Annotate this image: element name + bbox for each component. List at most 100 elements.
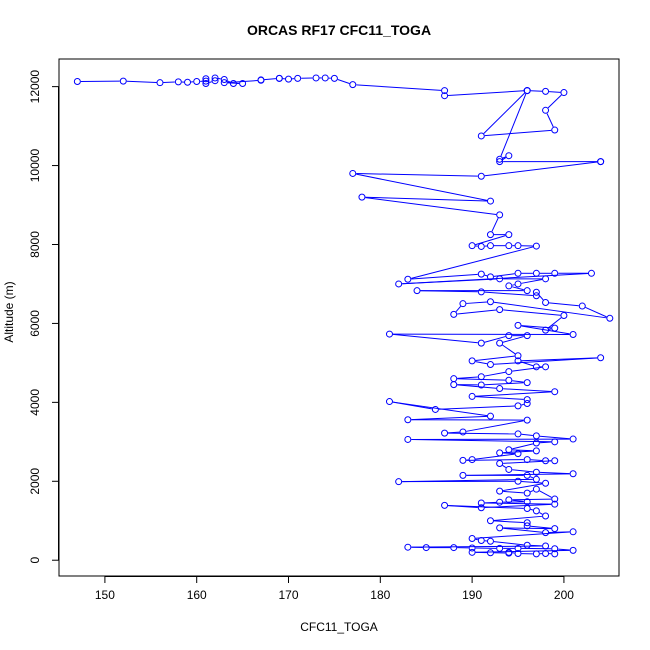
series-line-segment [502,336,524,343]
data-point [202,75,210,83]
data-point [486,298,494,306]
series-line-segment [521,357,598,362]
series-line-segment [448,90,524,96]
series-line-segment [503,388,552,392]
data-point [486,242,494,250]
data-point [211,74,219,82]
data-point [606,314,614,322]
data-point [496,211,504,219]
data-point [532,242,540,250]
data-point [496,155,504,163]
data-point [404,435,412,443]
series-line-segment [475,531,570,539]
data-point [551,388,559,396]
x-tick-label: 170 [278,588,298,602]
y-tick-label: 2000 [28,468,42,495]
series-line-segment [365,196,487,202]
series-line-segment [457,384,497,389]
series-line-segment [475,391,552,397]
data-point [459,471,467,479]
y-tick-label: 10000 [28,149,42,183]
data-point [569,470,577,478]
data-point [477,132,485,140]
series-line-segment [392,401,488,417]
data-point [532,507,540,515]
series-line-segment [503,483,543,492]
data-point [523,379,531,387]
data-point [486,517,494,525]
data-point [450,381,458,389]
series-line-segment [521,481,543,484]
data-point [459,428,467,436]
data-point [542,542,550,550]
data-point [441,92,449,100]
data-point [486,412,494,420]
data-point [395,478,403,486]
data-point [560,312,568,320]
data-point [532,432,540,440]
series-line-segment [502,464,507,468]
data-point [514,477,522,485]
data-point [569,528,577,536]
y-tick-label: 6000 [28,310,42,337]
data-point [477,270,485,278]
data-point [486,360,494,368]
data-point [441,429,449,437]
series-line-segment [411,246,534,279]
data-point [477,242,485,250]
series-line-segment [466,301,488,304]
series-line-segment [484,274,488,277]
data-point [523,522,531,530]
data-point [551,269,559,277]
series-line-segment [365,197,497,215]
data-point [551,438,559,446]
series-line-segment [539,490,552,498]
series-line-segment [521,325,570,335]
series-line-segment [512,284,515,286]
data-point [385,330,393,338]
series-line-segment [500,93,527,157]
y-axis: 0 2000 4000 6000 8000 10000 12000 [28,70,59,564]
data-point [486,273,494,281]
data-point [496,339,504,347]
data-point [532,439,540,447]
data-point [542,363,550,371]
data-point [477,339,485,347]
data-point [523,400,531,408]
series-line-segment [530,525,552,529]
series-line-segment [493,520,524,524]
data-point [523,396,531,404]
data-point [505,376,513,384]
series-line-segment [502,344,516,355]
series-line-segment [420,290,478,293]
data-point [468,535,476,543]
series-line-segment [512,443,534,450]
series-line-segment [356,84,442,91]
x-axis: 150 160 170 180 190 200 [95,576,574,602]
data-point [542,550,550,558]
data-point [422,544,430,552]
data-point [404,275,412,283]
data-point [459,456,467,464]
data-point [468,544,476,552]
data-point [514,402,522,410]
data-point [542,479,550,487]
data-point [505,446,513,454]
data-point [523,471,531,479]
data-point [523,498,531,506]
data-point [542,299,550,307]
data-point [532,468,540,476]
data-point [321,74,329,82]
data-point [532,447,540,455]
series-line-segment [493,541,524,546]
series-line-segment [457,376,478,379]
data-point [496,498,504,506]
data-point [294,74,302,82]
series-line-segment [512,499,524,502]
series-line-segment [475,396,524,400]
data-point [257,76,265,84]
series-line-segment [512,469,533,473]
series-line-segment [539,435,570,440]
data-point [468,242,476,250]
series-line-segment [548,302,579,307]
